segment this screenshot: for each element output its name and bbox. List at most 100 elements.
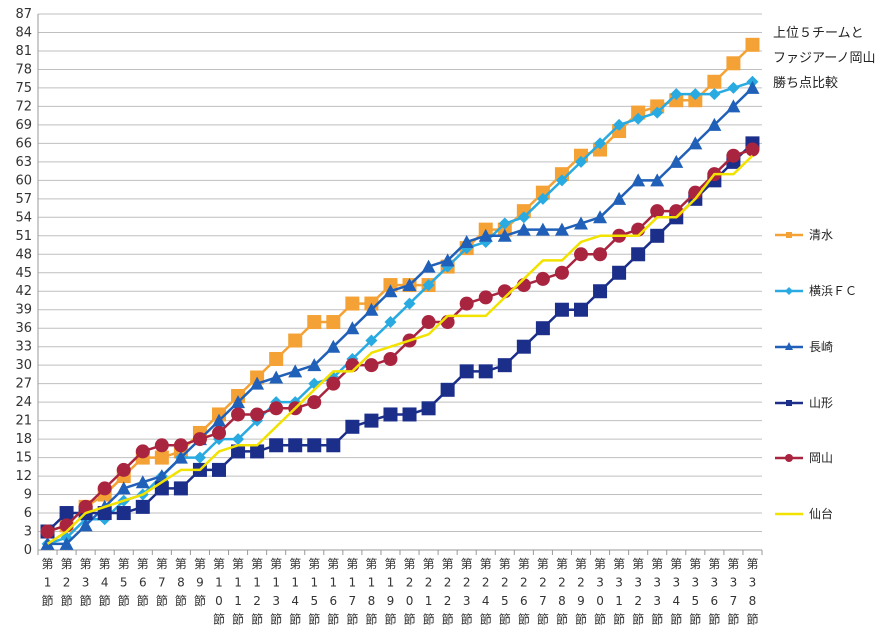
data-point-5 bbox=[421, 315, 436, 330]
data-point-3 bbox=[459, 234, 474, 248]
data-point-1 bbox=[326, 315, 341, 330]
data-point-2 bbox=[422, 279, 435, 292]
data-point-4 bbox=[97, 506, 112, 521]
data-point-3 bbox=[326, 339, 341, 353]
data-point-5 bbox=[40, 524, 55, 539]
y-tick-label: 12 bbox=[15, 469, 32, 484]
y-tick-label: 27 bbox=[15, 377, 32, 392]
data-point-2 bbox=[193, 451, 206, 464]
data-point-5 bbox=[745, 142, 760, 157]
legend-marker bbox=[785, 454, 793, 462]
y-tick-label: 30 bbox=[15, 358, 32, 373]
data-point-4 bbox=[402, 407, 417, 422]
legend-swatch bbox=[775, 342, 803, 350]
data-point-5 bbox=[231, 407, 246, 422]
data-point-4 bbox=[535, 321, 550, 336]
data-point-4 bbox=[326, 438, 341, 453]
data-point-3 bbox=[707, 117, 722, 131]
y-tick-label: 72 bbox=[15, 99, 32, 114]
y-tick-label: 18 bbox=[15, 432, 32, 447]
data-point-4 bbox=[269, 438, 284, 453]
data-point-2 bbox=[498, 217, 511, 230]
data-point-4 bbox=[497, 358, 512, 373]
legend-label: 清水 bbox=[809, 228, 834, 242]
y-tick-label: 3 bbox=[24, 525, 32, 540]
data-point-4 bbox=[59, 506, 74, 521]
data-point-2 bbox=[232, 433, 245, 446]
y-tick-label: 42 bbox=[15, 284, 32, 299]
data-point-4 bbox=[250, 444, 265, 459]
data-point-5 bbox=[269, 401, 284, 416]
data-point-3 bbox=[593, 210, 608, 224]
data-point-3 bbox=[269, 370, 284, 384]
data-point-2 bbox=[384, 316, 397, 329]
legend-item: 山形 bbox=[775, 395, 875, 411]
series-line-6 bbox=[46, 154, 754, 545]
data-point-5 bbox=[593, 247, 608, 262]
data-point-5 bbox=[574, 247, 588, 262]
data-point-3 bbox=[307, 358, 322, 372]
data-point-2 bbox=[613, 118, 626, 131]
data-point-4 bbox=[364, 413, 379, 428]
data-point-5 bbox=[78, 499, 93, 514]
legend-swatch bbox=[775, 400, 803, 406]
data-point-3 bbox=[650, 173, 665, 187]
data-point-2 bbox=[632, 112, 645, 125]
data-point-3 bbox=[612, 191, 627, 205]
data-point-3 bbox=[173, 450, 188, 464]
data-point-4 bbox=[612, 265, 627, 280]
data-point-4 bbox=[116, 506, 131, 521]
data-point-3 bbox=[383, 284, 398, 298]
data-point-4 bbox=[650, 228, 665, 243]
legend-swatch bbox=[775, 287, 803, 295]
data-point-3 bbox=[250, 376, 265, 390]
y-tick-label: 0 bbox=[24, 543, 32, 558]
data-point-3 bbox=[497, 228, 512, 242]
data-point-1 bbox=[688, 93, 703, 108]
y-tick-label: 51 bbox=[15, 229, 32, 244]
data-point-5 bbox=[212, 425, 226, 440]
series-line-5 bbox=[47, 148, 753, 533]
legend-marker bbox=[785, 342, 793, 350]
data-point-5 bbox=[478, 290, 493, 305]
legend-swatch bbox=[775, 232, 803, 238]
data-point-1 bbox=[631, 105, 646, 120]
legend-swatch bbox=[775, 512, 803, 516]
data-point-5 bbox=[535, 271, 550, 286]
data-point-3 bbox=[78, 518, 93, 532]
y-tick-label: 78 bbox=[15, 62, 32, 77]
y-tick-label: 39 bbox=[15, 303, 32, 318]
data-point-3 bbox=[345, 321, 360, 335]
data-point-2 bbox=[555, 174, 568, 187]
data-point-3 bbox=[364, 302, 379, 316]
data-point-1 bbox=[726, 56, 741, 71]
data-point-4 bbox=[593, 284, 608, 299]
data-point-5 bbox=[116, 462, 131, 477]
y-tick-label: 54 bbox=[15, 210, 32, 225]
legend-marker bbox=[786, 232, 792, 238]
data-point-4 bbox=[516, 339, 531, 354]
y-tick-label: 75 bbox=[15, 81, 32, 96]
data-point-4 bbox=[554, 302, 569, 317]
chart-title-line-3: 勝ち点比較 bbox=[773, 76, 839, 91]
data-point-3 bbox=[116, 481, 131, 495]
data-point-4 bbox=[288, 438, 303, 453]
data-point-3 bbox=[478, 228, 493, 242]
legend-label: 横浜ＦＣ bbox=[809, 284, 858, 298]
data-point-5 bbox=[326, 376, 341, 391]
legend-item: 長崎 bbox=[775, 339, 875, 355]
data-point-4 bbox=[345, 419, 360, 434]
